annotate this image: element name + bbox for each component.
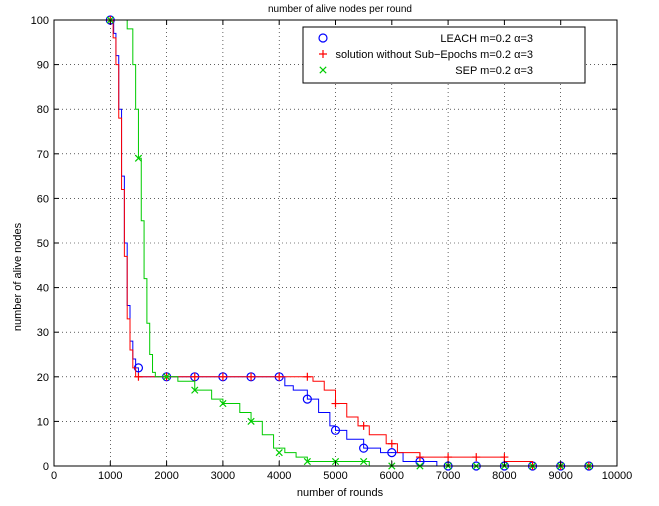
y-tick-label: 70 — [37, 149, 49, 161]
data-point-marker — [134, 372, 143, 381]
x-tick-label: 7000 — [436, 470, 460, 482]
data-point-marker — [190, 372, 199, 381]
data-point-marker — [444, 453, 453, 462]
x-tick-label: 2000 — [154, 470, 178, 482]
data-point-marker — [218, 372, 227, 381]
legend-marker — [319, 66, 327, 74]
y-tick-label: 50 — [37, 238, 49, 250]
data-point-marker — [360, 457, 368, 466]
y-axis-label: number of alive nodes — [12, 222, 24, 331]
x-tick-label: 9000 — [548, 470, 572, 482]
data-point-marker — [303, 372, 312, 381]
axis-ticks: 0 1000 2000 3000 4000 5000 6000 7000 8000 9000 100… — [31, 15, 633, 482]
y-tick-label: 60 — [37, 193, 49, 205]
y-tick-label: 10 — [37, 416, 49, 428]
x-tick-label: 1000 — [98, 470, 122, 482]
y-tick-label: 80 — [37, 104, 49, 116]
legend-entry-1: LEACH m=0.2 α=3 — [318, 33, 533, 45]
legend: LEACH m=0.2 α=3 solution without Sub−Epoc… — [302, 26, 586, 84]
data-point-marker — [247, 372, 256, 381]
y-tick-label: 0 — [43, 461, 49, 473]
x-axis-label: number of rounds — [297, 487, 384, 499]
x-tick-label: 5000 — [323, 470, 347, 482]
legend-marker — [318, 33, 328, 43]
data-point-marker — [275, 448, 283, 457]
legend-entry-2: solution without Sub−Epochs m=0.2 α=3 — [319, 49, 533, 61]
x-tick-label: 0 — [51, 470, 57, 482]
data-point-marker — [387, 439, 396, 448]
data-point-marker — [303, 457, 311, 466]
data-point-marker — [302, 394, 312, 404]
data-point-marker — [247, 417, 255, 426]
data-point-marker — [331, 399, 340, 408]
legend-label: solution without Sub−Epochs m=0.2 α=3 — [336, 49, 533, 61]
legend-label: SEP m=0.2 α=3 — [455, 65, 533, 77]
y-tick-label: 100 — [31, 15, 49, 27]
x-tick-label: 4000 — [267, 470, 291, 482]
data-point-marker — [162, 373, 171, 381]
x-tick-label: 6000 — [380, 470, 404, 482]
data-point-marker — [330, 425, 341, 435]
legend-label: LEACH m=0.2 α=3 — [440, 33, 533, 45]
data-point-marker — [415, 453, 424, 462]
y-tick-label: 90 — [37, 60, 49, 72]
data-point-marker — [500, 453, 509, 462]
x-tick-label: 3000 — [211, 470, 235, 482]
legend-marker — [319, 50, 327, 58]
series-line-3 — [54, 19, 617, 467]
y-tick-label: 20 — [37, 372, 49, 384]
data-point-marker — [219, 399, 227, 408]
data-point-marker — [472, 453, 481, 462]
series-line-2 — [54, 19, 617, 467]
data-point-marker — [359, 421, 368, 430]
chart-title: number of alive nodes per round — [268, 4, 412, 15]
legend-box — [302, 26, 586, 84]
legend-entry-3: SEP m=0.2 α=3 — [319, 65, 533, 77]
data-point-marker — [134, 154, 143, 162]
data-point-marker — [359, 443, 369, 453]
data-point-marker — [191, 386, 199, 394]
x-tick-label: 10000 — [602, 470, 633, 482]
y-tick-label: 30 — [37, 327, 49, 339]
data-point-marker — [275, 372, 284, 381]
data-point-marker — [387, 448, 397, 458]
y-tick-label: 40 — [37, 283, 49, 295]
x-tick-label: 8000 — [492, 470, 516, 482]
